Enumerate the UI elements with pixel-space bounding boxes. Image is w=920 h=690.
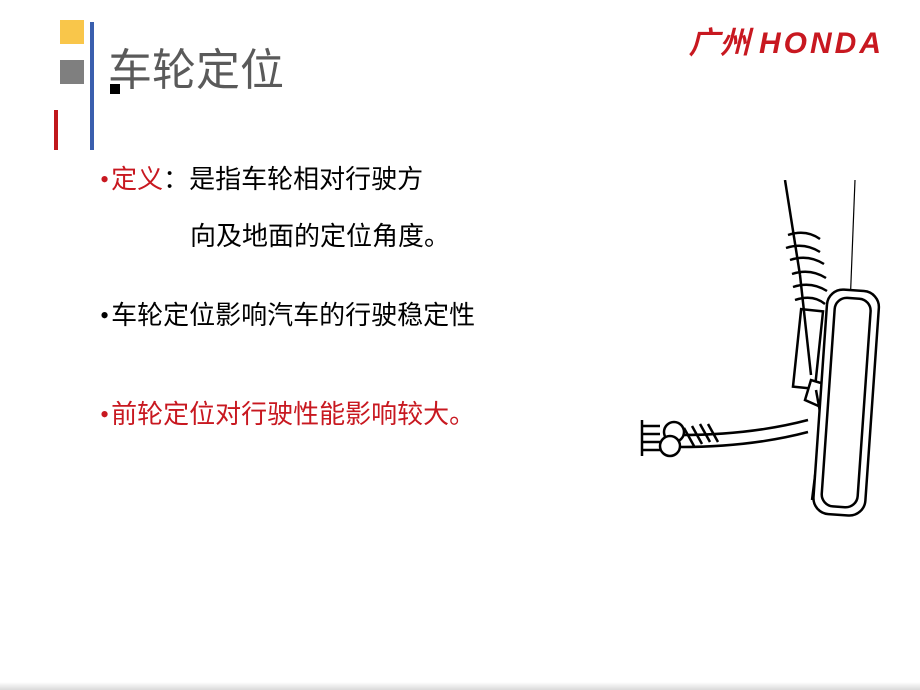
logo-english: HONDA: [759, 27, 884, 60]
deco-grey-square: [60, 60, 84, 84]
bullet-1-line1: •定义：是指车轮相对行驶方: [100, 160, 620, 199]
bullet-3: •前轮定位对行驶性能影响较大。: [100, 395, 620, 434]
wheel-alignment-diagram: [610, 180, 890, 520]
bullet-1-highlight: 定义: [111, 165, 163, 194]
bullet-2-text: 车轮定位影响汽车的行驶稳定性: [111, 301, 475, 330]
footer-shadow: [0, 682, 920, 690]
bullet-1-rest: ：是指车轮相对行驶方: [163, 165, 423, 194]
bullet-1-line2: 向及地面的定位角度。: [100, 217, 620, 256]
brand-logo: 广州HONDA: [689, 18, 884, 62]
logo-chinese: 广州: [689, 27, 751, 60]
content-area: •定义：是指车轮相对行驶方 向及地面的定位角度。 •车轮定位影响汽车的行驶稳定性…: [100, 160, 620, 452]
bullet-3-text: 前轮定位对行驶性能影响较大。: [111, 400, 475, 429]
deco-blue-line: [90, 22, 94, 150]
deco-red-line: [54, 110, 58, 150]
page-title: 车轮定位: [108, 34, 284, 98]
deco-yellow-square: [60, 20, 84, 44]
bullet-2: •车轮定位影响汽车的行驶稳定性: [100, 296, 620, 335]
